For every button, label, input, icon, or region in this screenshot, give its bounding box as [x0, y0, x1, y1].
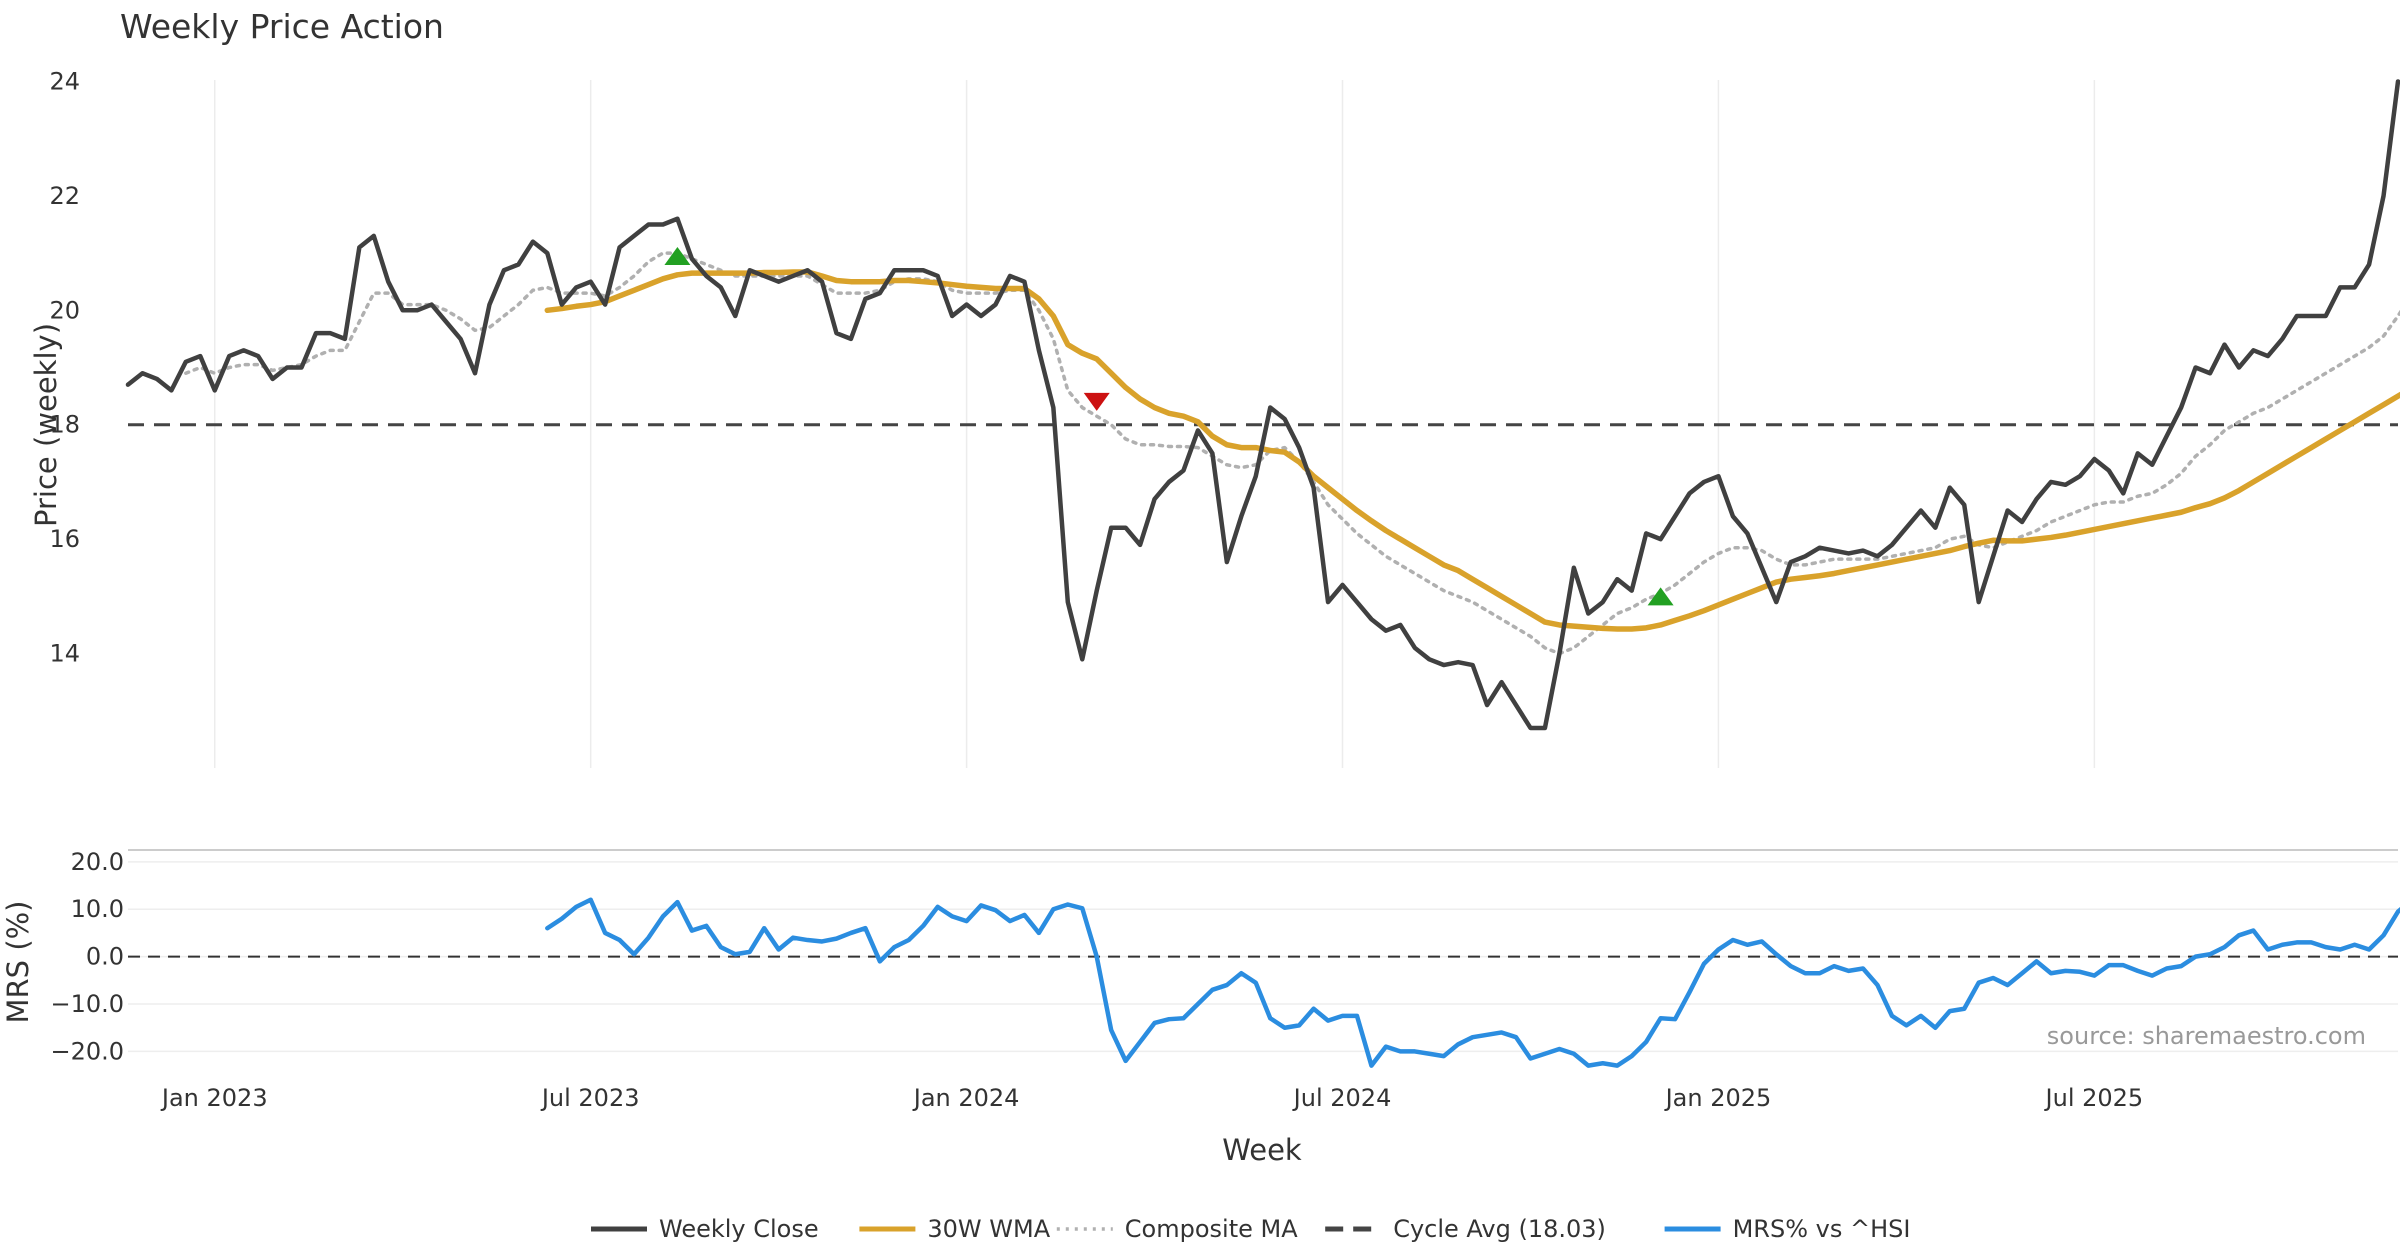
price-y-tick-label: 22 — [49, 182, 80, 210]
legend-label: Composite MA — [1125, 1215, 1298, 1243]
price-y-tick-label: 16 — [49, 525, 80, 553]
source-annotation: source: sharemaestro.com — [2047, 1022, 2366, 1050]
x-tick-label: Jul 2023 — [540, 1084, 640, 1112]
mrs-series — [545, 897, 2400, 1068]
buy-signal-marker — [1647, 587, 1674, 606]
signal-markers — [664, 246, 1674, 606]
chart-title: Weekly Price Action — [120, 7, 444, 46]
price-series — [125, 79, 2400, 731]
legend: Weekly Close 30W WMA Composite MA Cycle Avg… — [591, 1215, 1910, 1243]
legend-item-cycle-avg-18-03: Cycle Avg (18.03) — [1325, 1215, 1606, 1243]
legend-label: Weekly Close — [659, 1215, 819, 1243]
mrs-y-ticks: 20.0 10.0 0.0 −10.0 −20.0 — [50, 848, 124, 1066]
mrs-y-tick-label: 10.0 — [71, 895, 124, 923]
price-y-tick-label: 20 — [49, 296, 80, 324]
series-30w-wma — [544, 269, 2400, 632]
series-composite-ma — [184, 251, 2400, 656]
price-y-axis-label: Price (weekly) — [29, 323, 63, 527]
mrs-y-tick-label: 20.0 — [71, 848, 124, 876]
series-weekly-close — [125, 79, 2400, 731]
legend-item-30w-wma: 30W WMA — [859, 1215, 1051, 1243]
buy-signal-marker — [664, 246, 691, 265]
legend-label: Cycle Avg (18.03) — [1393, 1215, 1606, 1243]
x-tick-label: Jul 2025 — [2044, 1084, 2144, 1112]
price-y-ticks: 14 16 18 20 22 24 — [49, 67, 80, 667]
series-mrs-vs-hsi — [545, 897, 2400, 1068]
mrs-y-tick-label: −10.0 — [50, 990, 124, 1018]
x-tick-label: Jan 2024 — [912, 1084, 1020, 1112]
price-y-tick-label: 24 — [49, 67, 80, 95]
x-tick-label: Jul 2024 — [1292, 1084, 1392, 1112]
price-y-tick-label: 18 — [49, 411, 80, 439]
price-y-tick-label: 14 — [49, 640, 80, 668]
legend-label: 30W WMA — [927, 1215, 1050, 1243]
x-axis-ticks: Jan 2023 Jul 2023 Jan 2024 Jul 2024 Jan 2025… — [160, 1084, 2143, 1112]
sell-signal-marker — [1083, 392, 1110, 411]
x-axis-label: Week — [1222, 1133, 1302, 1167]
mrs-y-tick-label: 0.0 — [86, 943, 124, 971]
legend-item-weekly-close: Weekly Close — [591, 1215, 819, 1243]
legend-item-mrs-vs-hsi: MRS% vs ^HSI — [1664, 1215, 1911, 1243]
legend-item-composite-ma: Composite MA — [1056, 1215, 1298, 1243]
x-tick-label: Jan 2023 — [160, 1084, 268, 1112]
legend-label: MRS% vs ^HSI — [1733, 1215, 1911, 1243]
mrs-y-tick-label: −20.0 — [50, 1037, 124, 1065]
x-tick-label: Jan 2025 — [1664, 1084, 1772, 1112]
mrs-y-axis-label: MRS (%) — [1, 901, 35, 1024]
